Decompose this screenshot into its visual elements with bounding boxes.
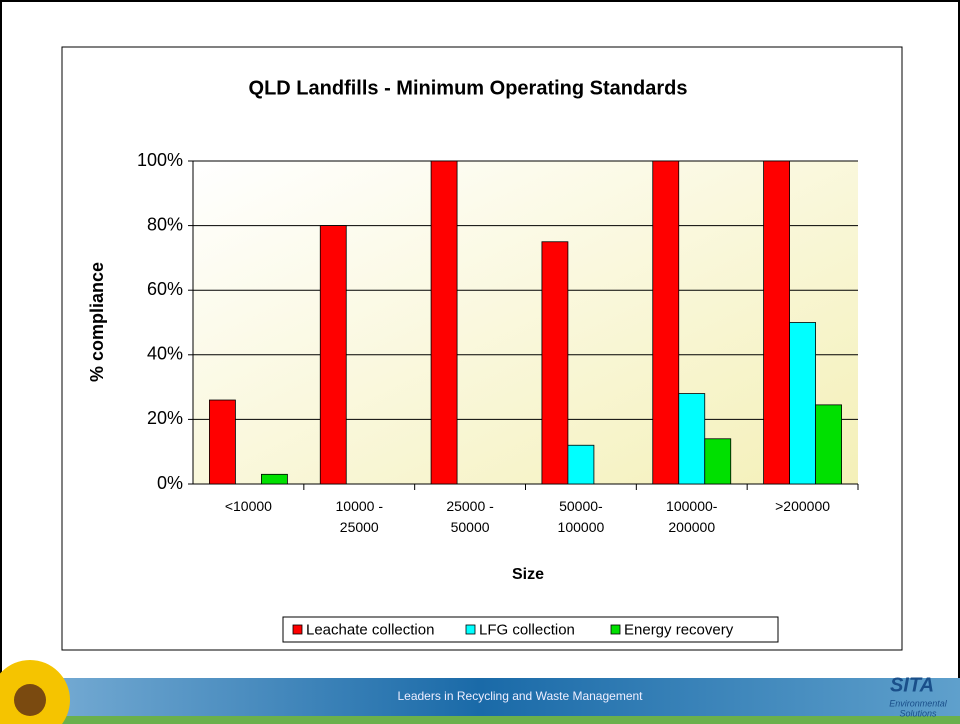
bar	[763, 160, 790, 485]
x-tick-label: >200000	[775, 498, 831, 514]
legend-swatch	[292, 624, 303, 635]
bar	[430, 160, 458, 485]
bar	[815, 404, 842, 485]
legend-label: LFG collection	[479, 621, 575, 638]
footer-banner	[0, 678, 960, 718]
bar	[319, 225, 347, 485]
y-tick-label: 0%	[157, 473, 183, 493]
x-tick-label: 100000- 200000	[666, 498, 718, 535]
footer-stripe	[0, 716, 960, 724]
bar	[704, 438, 732, 485]
bar	[209, 399, 236, 485]
bar	[789, 322, 816, 485]
x-tick-label: 25000 - 50000	[446, 498, 494, 535]
bar	[541, 241, 569, 485]
logo: SITA	[890, 674, 934, 696]
x-tick-label: <10000	[224, 498, 272, 514]
bar	[261, 473, 288, 485]
legend-box	[282, 616, 779, 643]
bar	[567, 444, 595, 485]
footer-tagline: Leaders in Recycling and Waste Managemen…	[397, 689, 643, 703]
legend-label: Energy recovery	[624, 621, 734, 638]
y-tick-label: 40%	[147, 344, 183, 364]
y-tick-label: 60%	[147, 279, 183, 299]
y-tick-label: 80%	[147, 214, 183, 234]
legend-label: Leachate collection	[306, 621, 434, 638]
plot-area	[193, 161, 858, 484]
logo-sub: Solutions	[899, 708, 937, 718]
x-axis-label: Size	[512, 566, 544, 583]
y-tick-label: 20%	[147, 408, 183, 428]
sunflower	[0, 660, 70, 724]
logo-sub: Environmental	[889, 698, 948, 708]
x-tick-label: 50000- 100000	[557, 498, 605, 535]
x-tick-label: 10000 - 25000	[335, 498, 383, 535]
chart-title: QLD Landfills - Minimum Operating Standa…	[249, 77, 688, 99]
y-tick-label: 100%	[137, 150, 183, 170]
bar	[678, 393, 706, 485]
bar	[652, 160, 680, 485]
legend-swatch	[465, 624, 476, 635]
legend-swatch	[610, 624, 621, 635]
y-axis-label: % compliance	[87, 262, 107, 382]
